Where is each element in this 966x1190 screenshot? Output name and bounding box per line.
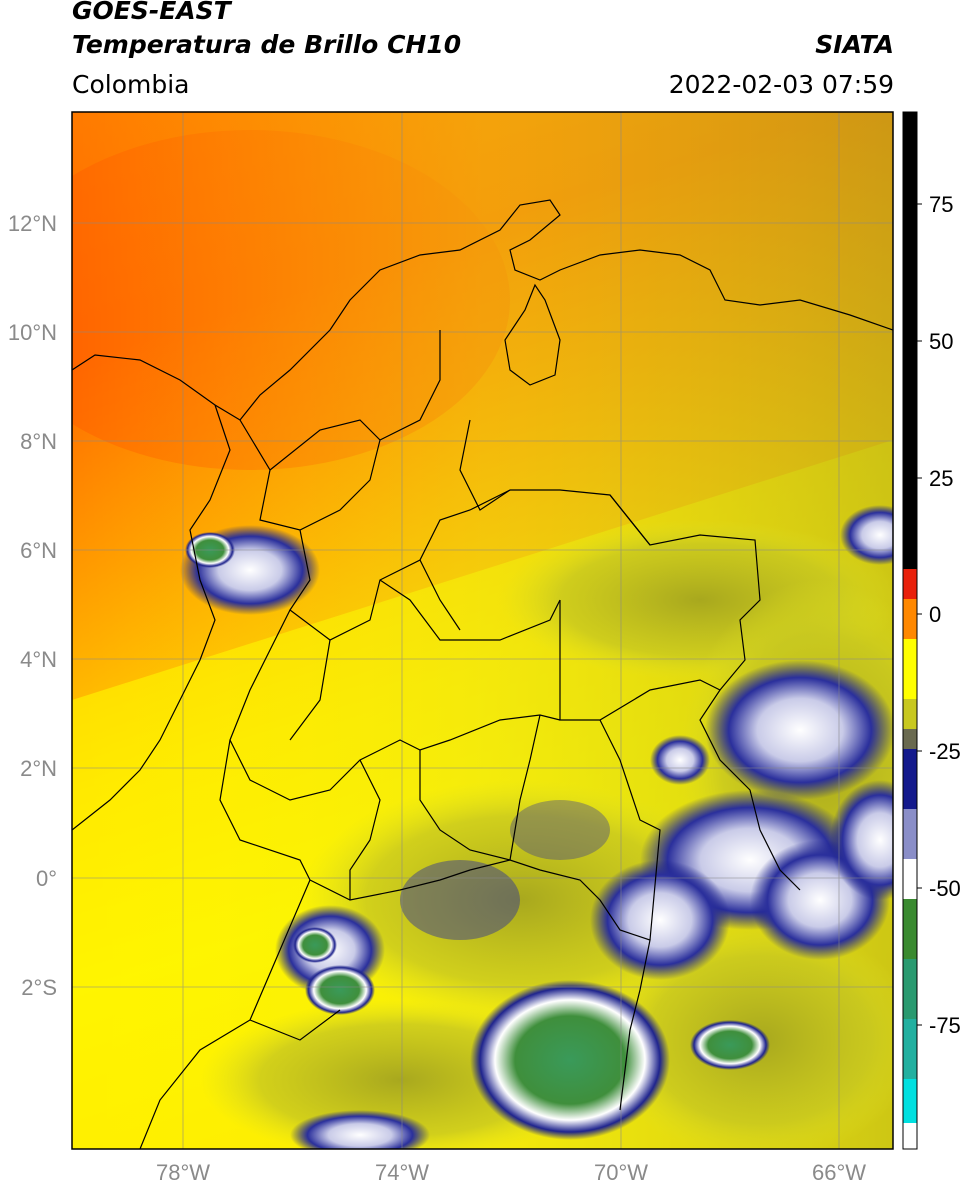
lat-tick-label: 4°N: [20, 647, 57, 672]
colorbar-tick-label: 50: [929, 329, 953, 354]
lat-tick-label: 12°N: [8, 211, 57, 236]
lat-tick-label: 0°: [36, 866, 57, 891]
colorbar-tick-label: -75: [929, 1013, 961, 1038]
colorbar-tick-label: 0: [929, 602, 941, 627]
lon-tick-label: 66°W: [812, 1160, 866, 1185]
lat-tick-label: 10°N: [8, 320, 57, 345]
lat-tick-label: 2°N: [20, 756, 57, 781]
country-boundaries: [72, 199, 893, 1149]
lat-tick-label: 6°N: [20, 538, 57, 563]
latitude-axis: 12°N 10°N 8°N 6°N 4°N 2°N 0° 2°S: [8, 211, 57, 1000]
region-label: Colombia: [72, 70, 190, 99]
brightness-temperature-field: [72, 112, 893, 1149]
product-title: Temperatura de Brillo CH10: [72, 30, 462, 59]
lon-tick-label: 70°W: [594, 1160, 648, 1185]
colorbar: [902, 111, 918, 1150]
lon-tick-label: 78°W: [156, 1160, 210, 1185]
satellite-title: GOES-EAST: [72, 0, 231, 25]
source-label: SIATA: [815, 30, 894, 59]
lon-tick-label: 74°W: [375, 1160, 429, 1185]
colorbar-labels: 75 50 25 0 -25 -50 -75: [917, 192, 961, 1038]
lat-tick-label: 8°N: [20, 429, 57, 454]
colorbar-tick-label: -25: [929, 739, 961, 764]
colorbar-tick-label: 25: [929, 466, 953, 491]
timestamp-label: 2022-02-03 07:59: [668, 70, 894, 99]
lat-tick-label: 2°S: [21, 975, 57, 1000]
longitude-axis: 78°W 74°W 70°W 66°W: [156, 1160, 866, 1185]
colorbar-tick-label: 75: [929, 192, 953, 217]
map-frame: [71, 111, 894, 1150]
colorbar-tick-label: -50: [929, 876, 961, 901]
